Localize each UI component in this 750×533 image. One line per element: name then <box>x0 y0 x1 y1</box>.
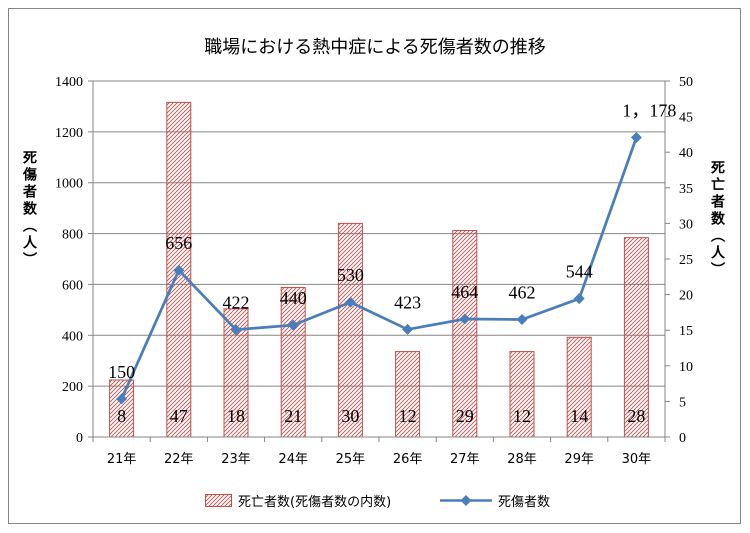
bar-death-count <box>452 230 478 438</box>
y-left-tick-label: 1000 <box>55 177 83 192</box>
y-left-axis-title: 死傷者数（人） <box>21 150 37 269</box>
line-marker <box>173 264 185 276</box>
bar-death-count <box>566 336 592 438</box>
y-left-tick-label: 200 <box>62 380 83 395</box>
y-right-tick-label: 35 <box>679 182 693 197</box>
y-left-tick-label: 400 <box>62 329 83 344</box>
line-marker <box>630 131 642 143</box>
bar-data-label: 21 <box>284 406 302 426</box>
y-right-tick-label: 40 <box>679 146 693 161</box>
legend-label-deaths: 死亡者数(死傷者数の内数) <box>238 495 392 510</box>
chart-border <box>8 8 741 524</box>
y-right-tick-label: 30 <box>679 217 693 232</box>
y-right-tick-label: 0 <box>679 431 686 446</box>
y-right-tick-label: 15 <box>679 324 693 339</box>
x-tick-label: 27年 <box>450 452 480 467</box>
y-right-tick-label: 25 <box>679 253 693 268</box>
y-right-tick-label: 5 <box>679 395 686 410</box>
line-marker <box>116 393 128 405</box>
legend-swatch-line-diamond <box>440 495 492 506</box>
line-marker <box>402 323 414 335</box>
line-data-label: 544 <box>566 262 593 282</box>
line-data-label: 530 <box>337 265 364 285</box>
y-left-tick-label: 1200 <box>55 126 83 141</box>
line-data-label: 440 <box>280 288 307 308</box>
y-left-tick-label: 1400 <box>55 75 83 90</box>
line-casualty-series <box>120 136 638 400</box>
y-left-tick-label: 800 <box>62 228 83 243</box>
line-data-label: 656 <box>165 233 192 253</box>
y-right-tick-label: 50 <box>679 75 693 90</box>
bar-data-label: 18 <box>227 406 245 426</box>
chart-title: 職場における熱中症による死傷者数の推移 <box>204 37 546 57</box>
bar-death-count <box>337 222 363 438</box>
x-tick-label: 28年 <box>507 452 537 467</box>
y-right-tick-label: 10 <box>679 360 693 375</box>
y-left-tick-label: 600 <box>62 278 83 293</box>
x-tick-label: 29年 <box>564 452 594 467</box>
x-tick-label: 22年 <box>164 452 194 467</box>
bar-death-count <box>395 351 421 438</box>
line-marker <box>230 324 242 336</box>
bar-data-label: 8 <box>117 406 126 426</box>
line-marker <box>516 314 528 326</box>
x-tick-label: 24年 <box>278 452 308 467</box>
y-left-tick-label: 0 <box>76 431 83 446</box>
legend-label-casualties: 死傷者数 <box>498 495 551 510</box>
bar-data-label: 14 <box>570 406 588 426</box>
line-marker <box>459 313 471 325</box>
bar-data-label: 12 <box>399 406 417 426</box>
bar-data-label: 30 <box>341 406 359 426</box>
y-right-tick-label: 45 <box>679 111 693 126</box>
line-marker <box>573 293 585 305</box>
line-data-label: 462 <box>509 283 536 303</box>
bar-data-label: 12 <box>513 406 531 426</box>
x-tick-label: 30年 <box>622 452 652 467</box>
bar-data-label: 47 <box>170 406 188 426</box>
y-right-tick-label: 20 <box>679 289 693 304</box>
bar-data-label: 28 <box>627 406 645 426</box>
line-data-label: 464 <box>451 282 478 302</box>
x-tick-label: 21年 <box>107 452 137 467</box>
x-tick-label: 25年 <box>336 452 366 467</box>
legend-item-casualties: 死傷者数 <box>440 491 550 510</box>
legend-item-deaths: 死亡者数(死傷者数の内数) <box>205 491 391 510</box>
line-marker <box>287 319 299 331</box>
bar-death-count <box>280 286 306 438</box>
line-marker <box>344 296 356 308</box>
x-tick-label: 23年 <box>221 452 251 467</box>
x-tick-label: 26年 <box>393 452 423 467</box>
legend-swatch-hatched-bar <box>205 494 232 507</box>
line-data-label: 422 <box>223 293 250 313</box>
bar-data-label: 29 <box>456 406 474 426</box>
line-data-label: 1，178 <box>622 100 676 120</box>
line-data-label: 150 <box>108 362 135 382</box>
line-data-label: 423 <box>394 292 421 312</box>
y-right-axis-title: 死亡者数（人） <box>709 160 725 279</box>
